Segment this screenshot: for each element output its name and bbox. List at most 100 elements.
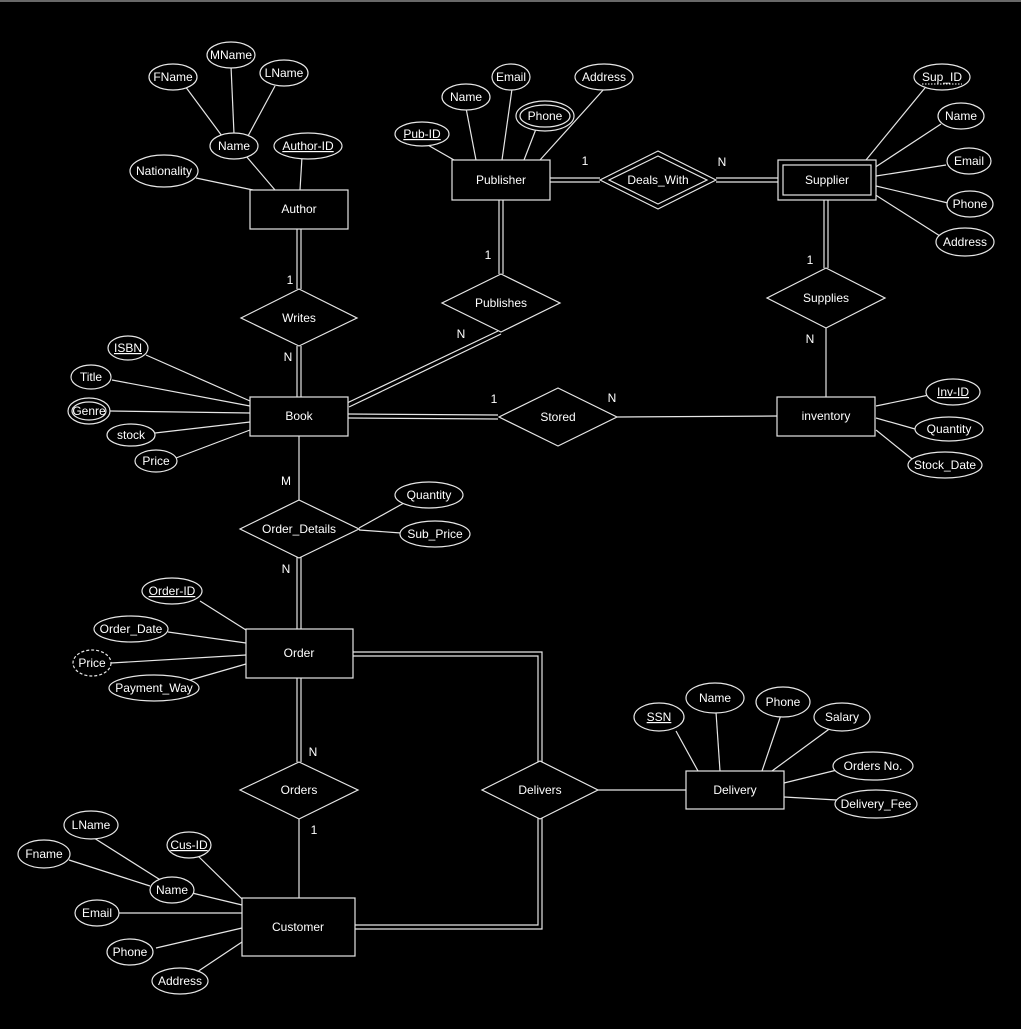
attribute-sup-id-label: Sup_ID	[922, 70, 962, 84]
entity-author-label: Author	[281, 202, 316, 216]
attribute-pub-phone-label: Phone	[528, 109, 563, 123]
attribute-genre[interactable]: Genre	[67, 397, 111, 425]
attribute-order-date[interactable]: Order_Date	[93, 615, 169, 643]
attribute-sup-phone[interactable]: Phone	[946, 190, 994, 218]
relationship-deals-with[interactable]: Deals_With	[598, 150, 718, 210]
attribute-sub-price[interactable]: Sub_Price	[399, 520, 471, 548]
attribute-inv-id-label: Inv-ID	[937, 385, 969, 399]
attribute-sup-phone-label: Phone	[953, 197, 988, 211]
attribute-pub-id-label: Pub-ID	[403, 127, 441, 141]
relationship-writes[interactable]: Writes	[239, 288, 359, 347]
attribute-cus-email-label: Email	[82, 906, 112, 920]
attribute-del-name[interactable]: Name	[685, 682, 745, 714]
cardinality-od-order: N	[282, 562, 291, 576]
attribute-sup-address[interactable]: Address	[935, 227, 995, 257]
attribute-inv-id[interactable]: Inv-ID	[925, 378, 981, 406]
entity-delivery[interactable]: Delivery	[685, 770, 785, 810]
attribute-pub-email-label: Email	[496, 70, 526, 84]
attribute-sup-email[interactable]: Email	[946, 147, 992, 175]
attribute-pub-name[interactable]: Name	[441, 83, 491, 111]
relationship-order-details[interactable]: Order_Details	[238, 499, 361, 559]
attribute-del-phone-label: Phone	[766, 695, 801, 709]
attribute-sup-id[interactable]: Sup_ID	[913, 63, 971, 91]
entity-order-label: Order	[284, 646, 315, 660]
entity-customer[interactable]: Customer	[241, 897, 356, 957]
attribute-cus-id[interactable]: Cus-ID	[166, 831, 212, 859]
attribute-sup-name[interactable]: Name	[937, 102, 985, 130]
attribute-cus-phone-label: Phone	[113, 945, 148, 959]
cardinality-supplies-supplier: 1	[807, 253, 814, 267]
relationship-delivers[interactable]: Delivers	[480, 760, 600, 820]
attribute-isbn-label: ISBN	[114, 341, 142, 355]
relationship-publishes[interactable]: Publishes	[440, 273, 562, 333]
entity-customer-label: Customer	[272, 920, 324, 934]
attribute-genre-label: Genre	[72, 404, 106, 418]
attribute-stock[interactable]: stock	[106, 423, 156, 447]
attribute-delivery-fee[interactable]: Delivery_Fee	[834, 789, 918, 819]
connectors	[68, 65, 949, 973]
attribute-od-quantity-label: Quantity	[407, 488, 452, 502]
attribute-salary-label: Salary	[825, 710, 859, 724]
relationship-publishes-label: Publishes	[475, 296, 527, 310]
attribute-author-name[interactable]: Name	[209, 132, 259, 160]
attribute-title[interactable]: Title	[70, 364, 112, 390]
entity-supplier[interactable]: Supplier	[777, 159, 877, 201]
attribute-author-name-label: Name	[218, 139, 250, 153]
attribute-salary[interactable]: Salary	[813, 702, 871, 732]
attribute-cus-fname[interactable]: Fname	[17, 839, 71, 869]
attribute-mname[interactable]: MName	[206, 41, 256, 69]
attribute-od-quantity[interactable]: Quantity	[394, 481, 464, 509]
entity-publisher[interactable]: Publisher	[451, 159, 551, 201]
attribute-cus-lname[interactable]: LName	[63, 810, 119, 840]
cardinality-od-book: M	[281, 474, 291, 488]
attribute-pub-email[interactable]: Email	[491, 63, 531, 91]
entity-inventory-label: inventory	[802, 409, 851, 423]
relationship-orders[interactable]: Orders	[238, 761, 360, 820]
attribute-book-price-label: Price	[142, 454, 170, 468]
attribute-pub-id[interactable]: Pub-ID	[394, 121, 450, 147]
attribute-cus-email[interactable]: Email	[74, 899, 120, 927]
relationship-orders-label: Orders	[281, 783, 318, 797]
attribute-inv-quantity[interactable]: Quantity	[914, 416, 984, 442]
relationship-deals-with-label: Deals_With	[627, 173, 688, 187]
entity-author[interactable]: Author	[249, 189, 349, 230]
relationship-stored[interactable]: Stored	[497, 387, 619, 447]
cardinality-writes-book: N	[284, 350, 293, 364]
entity-order[interactable]: Order	[245, 628, 354, 679]
attribute-cus-name[interactable]: Name	[149, 876, 195, 904]
attribute-author-id[interactable]: Author-ID	[273, 132, 343, 160]
attribute-lname[interactable]: LName	[259, 59, 309, 87]
attribute-payment-way[interactable]: Payment_Way	[108, 674, 200, 702]
attribute-fname-label: FName	[153, 70, 193, 84]
cardinality-orders-order: N	[309, 745, 318, 759]
cardinality-deals-publisher: 1	[582, 154, 589, 168]
attribute-book-price[interactable]: Price	[134, 449, 178, 473]
attribute-orders-no[interactable]: Orders No.	[832, 751, 914, 781]
attribute-cus-address[interactable]: Address	[151, 967, 209, 995]
attribute-sub-price-label: Sub_Price	[407, 527, 463, 541]
entity-book[interactable]: Book	[249, 396, 349, 437]
attribute-order-price[interactable]: Price	[72, 649, 112, 677]
attribute-payment-way-label: Payment_Way	[115, 681, 193, 695]
attribute-cus-fname-label: Fname	[25, 847, 63, 861]
attribute-nationality[interactable]: Nationality	[129, 154, 199, 188]
attribute-order-date-label: Order_Date	[100, 622, 163, 636]
attribute-ssn[interactable]: SSN	[633, 702, 685, 732]
cardinality-stored-book: 1	[491, 392, 498, 406]
attribute-cus-name-label: Name	[156, 883, 188, 897]
attribute-fname[interactable]: FName	[148, 63, 198, 91]
relationship-writes-label: Writes	[282, 311, 316, 325]
attribute-stock-date[interactable]: Stock_Date	[907, 451, 983, 479]
attribute-del-phone[interactable]: Phone	[755, 686, 811, 718]
relationship-supplies[interactable]: Supplies	[765, 267, 887, 329]
attribute-isbn[interactable]: ISBN	[107, 335, 149, 361]
attribute-order-id[interactable]: Order-ID	[141, 577, 203, 605]
relationship-delivers-label: Delivers	[518, 783, 561, 797]
attribute-cus-id-label: Cus-ID	[170, 838, 208, 852]
attribute-cus-phone[interactable]: Phone	[106, 938, 154, 966]
entity-inventory[interactable]: inventory	[776, 396, 876, 437]
entity-supplier-label: Supplier	[805, 173, 849, 187]
cardinality-publishes-book: N	[457, 327, 466, 341]
attribute-pub-phone[interactable]: Phone	[515, 100, 575, 132]
attribute-pub-address[interactable]: Address	[574, 63, 634, 91]
